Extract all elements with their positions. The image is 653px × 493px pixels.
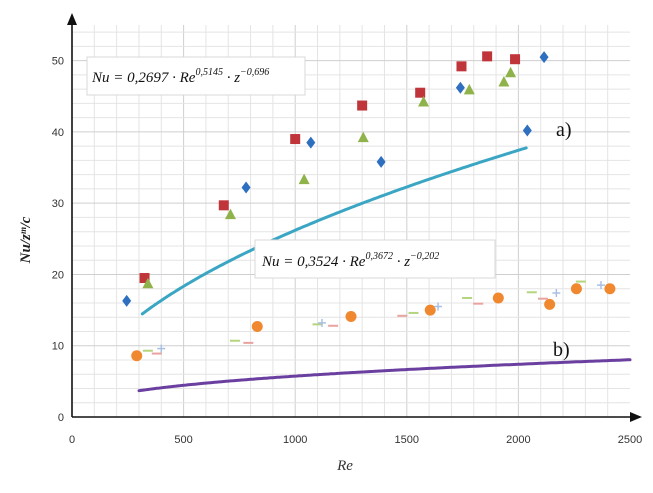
curve-label-b: b) — [553, 339, 570, 361]
data-point-diamond — [376, 155, 386, 168]
data-point-circle — [570, 283, 582, 295]
equation-b-box — [254, 239, 496, 279]
data-point-square — [415, 87, 426, 98]
data-point-plus — [157, 344, 166, 353]
fit-curve-b — [137, 358, 632, 393]
curve-label-a: a) — [556, 119, 572, 141]
data-point-square — [456, 61, 467, 72]
y-tick-label: 20 — [52, 269, 64, 281]
data-point-square — [510, 54, 521, 65]
data-point-triangle — [505, 66, 517, 78]
y-tick-label: 10 — [52, 341, 64, 353]
equation-a: Nu = 0,2697 · Re0,5145 · z−0,696 — [91, 67, 269, 86]
data-point-circle — [345, 311, 357, 323]
y-tick-label: 0 — [58, 412, 64, 424]
x-tick-label: 500 — [174, 434, 192, 446]
data-point-diamond — [522, 124, 532, 137]
data-point-plus — [596, 281, 605, 290]
y-tick-label: 40 — [52, 127, 64, 139]
x-axis-title: Re — [336, 458, 353, 474]
x-tick-label: 1500 — [395, 434, 419, 446]
x-axis-arrow — [630, 412, 642, 422]
data-point-circle — [131, 350, 143, 362]
data-point-circle — [251, 320, 263, 332]
data-point-circle — [424, 304, 436, 316]
y-tick-label: 50 — [52, 56, 64, 68]
equation-b: Nu = 0,3524 · Re0,3672 · z−0,202 — [261, 251, 439, 270]
data-point-circle — [544, 298, 556, 310]
data-point-square — [139, 273, 150, 284]
data-point-plus — [552, 288, 561, 297]
data-point-triangle — [357, 131, 369, 143]
data-point-diamond — [306, 136, 316, 149]
data-points — [122, 51, 616, 362]
x-tick-label: 2500 — [618, 434, 642, 446]
fit-curves — [137, 146, 632, 393]
data-point-triangle — [142, 277, 154, 289]
data-point-plus — [317, 318, 326, 327]
x-tick-label: 2000 — [506, 434, 530, 446]
data-point-square — [290, 134, 301, 145]
data-point-square — [218, 200, 229, 211]
data-point-square — [482, 51, 493, 62]
data-point-diamond — [539, 51, 549, 64]
data-point-plus — [434, 302, 443, 311]
y-axis-arrow — [67, 13, 77, 25]
axes: 0 500 1000 1500 2000 2500 0 10 20 30 40 50 — [52, 13, 642, 446]
data-point-circle — [604, 283, 616, 295]
data-point-triangle — [298, 173, 310, 185]
data-point-square — [357, 100, 368, 111]
y-axis-title: Nu/zᵐ/c — [18, 216, 34, 264]
data-point-triangle — [498, 76, 510, 87]
x-tick-label: 0 — [69, 434, 75, 446]
x-tick-label: 1000 — [283, 434, 307, 446]
data-point-triangle — [463, 83, 475, 95]
y-tick-label: 30 — [52, 198, 64, 210]
data-point-diamond — [122, 294, 132, 307]
data-point-triangle — [224, 208, 236, 220]
fit-curve-a — [140, 146, 528, 316]
equation-a-box — [86, 56, 306, 96]
data-point-diamond — [455, 81, 465, 94]
data-point-triangle — [418, 95, 430, 107]
data-point-circle — [492, 292, 504, 304]
data-point-diamond — [241, 181, 251, 194]
